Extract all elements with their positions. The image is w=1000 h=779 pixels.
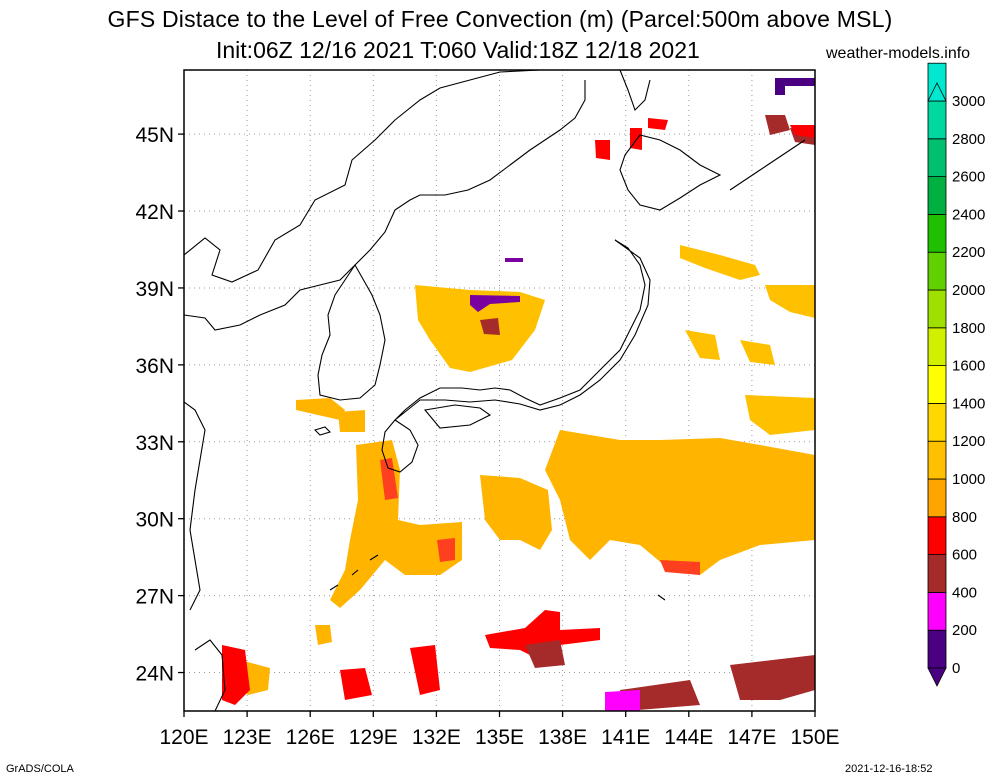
lfc-area-hokkaido-red	[595, 118, 668, 160]
coast-ryukyu	[329, 554, 666, 601]
y-tick-label: 24N	[135, 663, 174, 686]
lfc-area-south-shikoku	[480, 475, 552, 550]
y-tick-label: 39N	[135, 278, 174, 301]
lfc-area-purple-ne	[775, 78, 815, 95]
colorbar-label: 1000	[952, 471, 985, 488]
lfc-area-central-japan	[415, 285, 545, 372]
colorbar-swatch	[927, 289, 947, 329]
lfc-area-kuril-brown	[765, 115, 815, 145]
colorbar-label: 1200	[952, 433, 985, 450]
colorbar-min-arrow	[927, 667, 947, 687]
lfc-area-brown-1	[525, 640, 565, 668]
lfc-area-far-east	[765, 285, 815, 318]
colorbar-swatch	[927, 440, 947, 480]
x-tick-label: 147E	[727, 726, 776, 749]
lfc-area-pacific	[545, 430, 815, 575]
y-tick-label: 33N	[135, 432, 174, 455]
lfc-shading	[222, 78, 815, 711]
software-credit: GrADS/COLA	[6, 763, 74, 775]
x-tick-label: 129E	[349, 726, 398, 749]
coast-taiwan	[194, 639, 226, 711]
coast-kuril	[729, 139, 806, 191]
colorbar-swatch	[927, 176, 947, 215]
x-tick-label: 135E	[475, 726, 524, 749]
colorbar-label: 1800	[952, 320, 985, 337]
colorbar-swatch	[927, 629, 947, 669]
colorbar-label: 1400	[952, 395, 985, 412]
colorbar: 0 200 400 600 800 1000 1200 1400 1600 1800 2000 220…	[927, 62, 985, 687]
colorbar-max-arrow	[927, 82, 947, 102]
y-axis: 24N 27N 30N 33N 36N 39N 42N 45N	[135, 124, 184, 686]
x-tick-label: 132E	[412, 726, 461, 749]
colorbar-swatch	[927, 327, 947, 366]
colorbar-label: 600	[952, 547, 977, 564]
x-axis: 120E 123E 126E 129E 132E 135E 138E 141E 144E 147E…	[159, 711, 840, 749]
lfc-area-brown-c	[480, 318, 500, 335]
colorbar-label: 3000	[952, 93, 985, 110]
x-tick-label: 150E	[790, 726, 839, 749]
lfc-area-magenta-se	[605, 690, 640, 711]
colorbar-swatch	[927, 554, 947, 593]
chart-subtitle: Init:06Z 12/16 2021 T:060 Valid:18Z 12/1…	[216, 37, 700, 63]
x-tick-label: 126E	[286, 726, 335, 749]
y-tick-label: 42N	[135, 201, 174, 224]
colorbar-swatch	[927, 213, 947, 253]
coast-korea	[317, 263, 386, 401]
colorbar-swatch	[927, 516, 947, 555]
x-tick-label: 141E	[601, 726, 650, 749]
colorbar-swatch	[927, 251, 947, 291]
lfc-area-kuril-red	[790, 125, 815, 138]
colorbar-label: 2000	[952, 282, 985, 299]
colorbar-label: 400	[952, 584, 977, 601]
x-tick-label: 138E	[538, 726, 587, 749]
colorbar-swatch	[927, 138, 947, 178]
lfc-area-east-pacific-scatter	[685, 330, 815, 435]
coastlines	[184, 70, 806, 711]
lfc-area-red-3	[485, 610, 600, 660]
colorbar-label: 2600	[952, 169, 985, 186]
lfc-area-okinawa-chain	[315, 625, 332, 645]
x-tick-label: 123E	[223, 726, 272, 749]
coast-kyushu	[381, 419, 419, 473]
coast-hokkaido	[619, 134, 722, 211]
coast-jeju	[313, 426, 332, 436]
lfc-area-offshore-ne	[680, 245, 760, 280]
lfc-area-red-1	[222, 645, 250, 705]
x-tick-label: 120E	[159, 726, 208, 749]
lfc-area-tsushima	[296, 398, 365, 432]
colorbar-label: 200	[952, 622, 977, 639]
x-tick-label: 144E	[664, 726, 713, 749]
colorbar-label: 2800	[952, 131, 985, 148]
colorbar-label: 1600	[952, 358, 985, 375]
lfc-area-red-kyushu	[380, 458, 455, 562]
site-label: weather-models.info	[826, 45, 971, 62]
colorbar-swatch	[927, 592, 947, 631]
y-tick-label: 36N	[135, 355, 174, 378]
colorbar-label: 2400	[952, 206, 985, 223]
lfc-area-red-pacific	[660, 560, 700, 575]
colorbar-swatch	[927, 478, 947, 518]
y-tick-label: 30N	[135, 509, 174, 532]
coast-shikoku	[423, 404, 492, 429]
y-tick-label: 27N	[135, 586, 174, 609]
y-tick-label: 45N	[135, 124, 174, 147]
lfc-area-red-2	[340, 645, 440, 700]
colorbar-label: 800	[952, 509, 977, 526]
colorbar-label: 0	[952, 660, 960, 677]
coast-mainland	[184, 70, 586, 611]
timestamp: 2021-12-16-18:52	[845, 763, 933, 775]
coast-honshu	[394, 239, 651, 421]
colorbar-label: 2200	[952, 244, 985, 261]
colorbar-swatch	[927, 365, 947, 404]
lfc-area-brown-se	[620, 655, 815, 711]
colorbar-swatch	[927, 402, 947, 442]
coast-sakhalin	[619, 70, 651, 112]
colorbar-swatch	[927, 100, 947, 140]
lfc-area-purple-c	[470, 258, 523, 312]
chart-title: GFS Distace to the Level of Free Convect…	[107, 6, 893, 32]
gridlines	[184, 70, 815, 711]
lfc-area-east-china-sea	[330, 440, 462, 608]
